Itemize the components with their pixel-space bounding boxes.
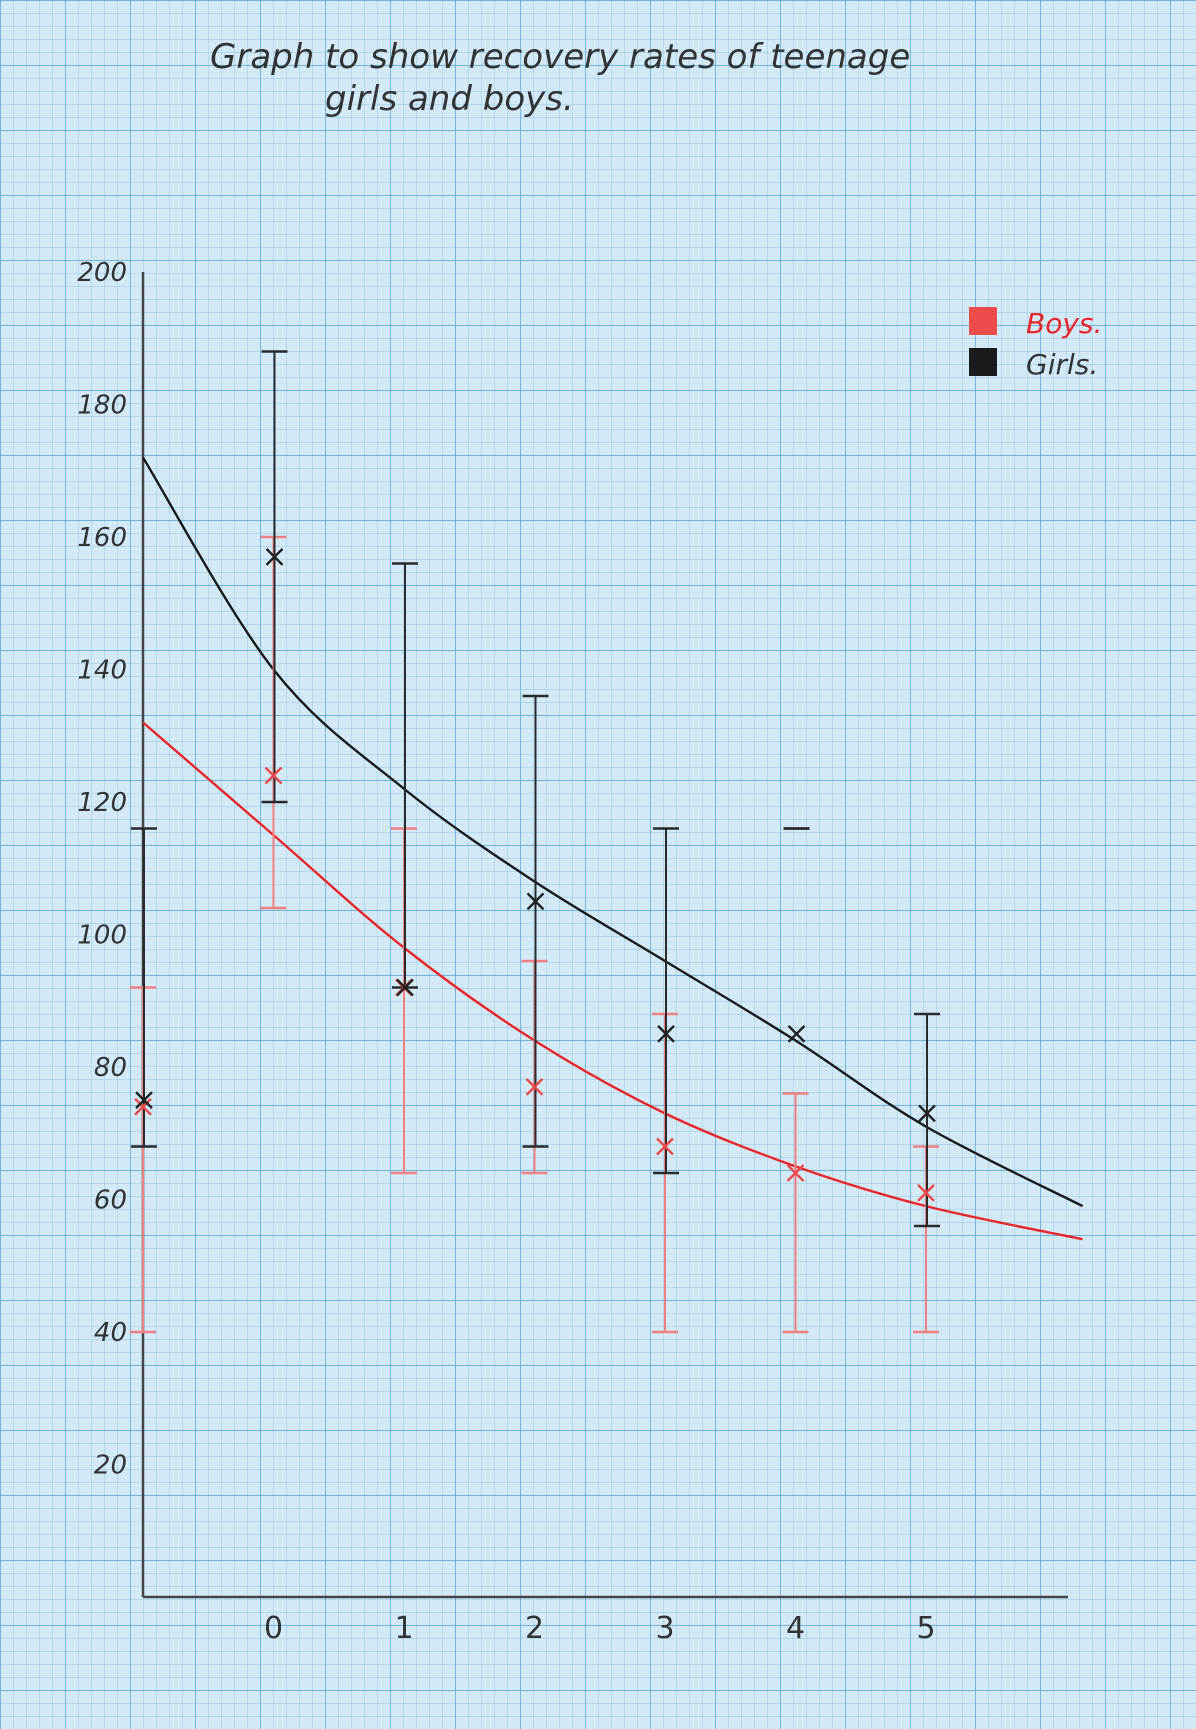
x-tick-label: 3	[655, 1611, 674, 1646]
legend-swatch-girls	[969, 348, 997, 376]
y-tick-label: 100	[77, 921, 127, 951]
legend-label-boys: Boys.	[1026, 307, 1102, 340]
marker-stroke	[918, 1104, 936, 1123]
x-tick-label: 1	[394, 1611, 413, 1646]
marker-stroke	[135, 1091, 153, 1109]
x-tick-label: 5	[916, 1611, 935, 1646]
marker-stroke	[917, 1184, 935, 1202]
mean-marker-boys	[134, 1097, 152, 1116]
y-tick-label: 80	[94, 1053, 127, 1083]
mean-marker-girls	[787, 1025, 806, 1043]
y-tick-label: 20	[94, 1451, 127, 1481]
error-bars	[130, 350, 940, 1334]
marker-stroke	[525, 1078, 544, 1096]
y-tick-label: 120	[77, 788, 127, 818]
mean-marker-boys	[264, 766, 283, 785]
y-tick-label: 180	[77, 391, 127, 421]
mean-marker-boys	[656, 1137, 674, 1156]
marker-stroke	[656, 1137, 674, 1156]
data-markers	[134, 548, 936, 1202]
x-tick-label: 4	[786, 1611, 805, 1646]
mean-marker-girls	[265, 548, 284, 566]
y-tick-label: 140	[77, 656, 127, 686]
marker-stroke	[657, 1025, 675, 1043]
legend: Boys. Girls.	[969, 307, 1102, 381]
marker-stroke	[526, 892, 545, 911]
marker-stroke	[265, 548, 284, 566]
mean-marker-girls	[657, 1025, 675, 1043]
mean-marker-boys	[525, 1078, 544, 1096]
mean-marker-girls	[526, 892, 545, 911]
marker-stroke	[134, 1097, 152, 1116]
y-tick-label: 40	[94, 1318, 127, 1348]
marker-stroke	[787, 1025, 806, 1043]
y-tick-label: 60	[94, 1186, 127, 1216]
mean-marker-boys	[917, 1184, 935, 1202]
y-tick-label: 160	[77, 523, 127, 553]
marker-stroke	[786, 1164, 805, 1182]
marker-stroke	[264, 766, 283, 785]
y-tick-label: 200	[77, 258, 127, 288]
mean-marker-girls	[396, 978, 414, 997]
legend-label-girls: Girls.	[1026, 348, 1098, 381]
x-tick-labels: 0 1 2 3 4 5	[264, 1611, 936, 1646]
mean-marker-boys	[786, 1164, 805, 1182]
x-tick-label: 2	[525, 1611, 544, 1646]
mean-marker-girls	[918, 1104, 936, 1123]
marker-stroke	[396, 978, 414, 997]
trend-line-boys	[142, 721, 1083, 1241]
chart-title-line-2: girls and boys.	[325, 79, 574, 119]
chart-title-line-1: Graph to show recovery rates of teenage	[210, 37, 910, 77]
y-tick-labels: 20 40 60 80 100 120 140 160 180 200	[77, 258, 127, 1481]
mean-marker-girls	[135, 1091, 153, 1109]
legend-swatch-boys	[969, 307, 997, 335]
x-tick-label: 0	[264, 1611, 283, 1646]
